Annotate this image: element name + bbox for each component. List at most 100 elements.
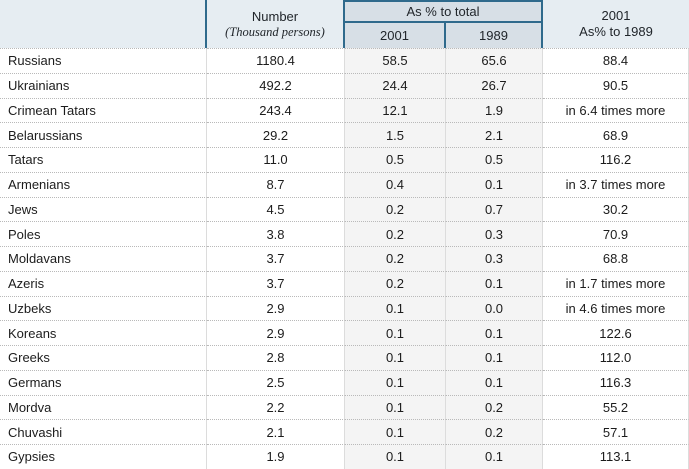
- ratio-cell: 55.2: [543, 394, 689, 420]
- table-row: Azeris 3.7 0.2 0.1 in 1.7 times more: [0, 270, 689, 296]
- pct-1989-cell: 0.7: [446, 196, 544, 222]
- pct-1989-cell: 0.2: [446, 419, 544, 444]
- subcolumn-header-2001: 2001: [345, 23, 446, 48]
- column-header-number: Number (Thousand persons): [207, 0, 345, 48]
- pct-2001-cell: 0.1: [345, 394, 446, 420]
- pct-2001-cell: 0.1: [345, 444, 446, 469]
- pct-1989-cell: 1.9: [446, 97, 544, 123]
- ethnicity-name-cell: Moldavans: [0, 246, 207, 271]
- table-row: Germans 2.5 0.1 0.1 116.3: [0, 369, 689, 395]
- ethnicity-name-cell: Crimean Tatars: [0, 97, 207, 123]
- pct-2001-cell: 0.1: [345, 295, 446, 321]
- ratio-cell: in 3.7 times more: [543, 171, 689, 197]
- ratio-cell: 68.9: [543, 122, 689, 147]
- number-cell: 2.5: [207, 369, 345, 395]
- ratio-header-line1: 2001: [601, 8, 631, 23]
- pct-2001-cell: 0.2: [345, 221, 446, 246]
- number-cell: 2.2: [207, 394, 345, 420]
- pct-2001-cell: 0.4: [345, 171, 446, 197]
- pct-1989-cell: 0.2: [446, 394, 544, 420]
- table-row: Russians 1180.4 58.5 65.6 88.4: [0, 48, 689, 73]
- table-row: Chuvashi 2.1 0.1 0.2 57.1: [0, 419, 689, 444]
- pct-1989-cell: 65.6: [446, 48, 544, 73]
- ratio-cell: 57.1: [543, 419, 689, 444]
- table-row: Moldavans 3.7 0.2 0.3 68.8: [0, 246, 689, 271]
- number-cell: 3.7: [207, 246, 345, 271]
- table-row: Mordva 2.2 0.1 0.2 55.2: [0, 394, 689, 420]
- number-cell: 1180.4: [207, 48, 345, 73]
- number-cell: 1.9: [207, 444, 345, 469]
- ethnicity-name-cell: Belarussians: [0, 122, 207, 147]
- column-header-ratio: 2001 As% to 1989: [543, 0, 689, 48]
- table-row: Uzbeks 2.9 0.1 0.0 in 4.6 times more: [0, 295, 689, 321]
- ethnicity-name-cell: Ukrainians: [0, 72, 207, 98]
- pct-1989-cell: 26.7: [446, 72, 544, 98]
- table-body: Russians 1180.4 58.5 65.6 88.4 Ukrainian…: [0, 48, 689, 469]
- pct-2001-cell: 0.2: [345, 196, 446, 222]
- pct-2001-cell: 0.2: [345, 246, 446, 271]
- table-header: Number (Thousand persons) As % to total …: [0, 0, 689, 48]
- table-row: Greeks 2.8 0.1 0.1 112.0: [0, 345, 689, 370]
- ratio-cell: in 1.7 times more: [543, 270, 689, 296]
- number-cell: 243.4: [207, 97, 345, 123]
- pct-1989-cell: 0.1: [446, 369, 544, 395]
- ethnicity-name-cell: Jews: [0, 196, 207, 222]
- pct-1989-cell: 0.5: [446, 147, 544, 172]
- ethnicity-name-cell: Azeris: [0, 270, 207, 296]
- pct-1989-cell: 0.3: [446, 246, 544, 271]
- table-row: Belarussians 29.2 1.5 2.1 68.9: [0, 122, 689, 147]
- number-header-unit: (Thousand persons): [225, 24, 325, 39]
- pct-1989-cell: 0.1: [446, 270, 544, 296]
- number-cell: 2.9: [207, 320, 345, 345]
- pct-2001-cell: 1.5: [345, 122, 446, 147]
- number-cell: 492.2: [207, 72, 345, 98]
- pct-2001-cell: 0.1: [345, 419, 446, 444]
- pct-1989-cell: 0.1: [446, 444, 544, 469]
- pct-1989-cell: 0.0: [446, 295, 544, 321]
- ethnicity-name-cell: Koreans: [0, 320, 207, 345]
- table-row: Ukrainians 492.2 24.4 26.7 90.5: [0, 72, 689, 98]
- ethnicity-name-cell: Germans: [0, 369, 207, 395]
- ratio-cell: 88.4: [543, 48, 689, 73]
- subcolumn-header-1989: 1989: [446, 23, 544, 48]
- ethnicity-name-cell: Uzbeks: [0, 295, 207, 321]
- ratio-cell: 122.6: [543, 320, 689, 345]
- pct-2001-cell: 0.1: [345, 369, 446, 395]
- ethnicity-name-cell: Armenians: [0, 171, 207, 197]
- ratio-cell: 112.0: [543, 345, 689, 370]
- number-cell: 2.8: [207, 345, 345, 370]
- ratio-cell: 116.3: [543, 369, 689, 395]
- table-row: Tatars 11.0 0.5 0.5 116.2: [0, 147, 689, 172]
- pct-1989-cell: 0.1: [446, 171, 544, 197]
- ratio-cell: 68.8: [543, 246, 689, 271]
- ethnicity-name-cell: Poles: [0, 221, 207, 246]
- ethnicity-name-cell: Greeks: [0, 345, 207, 370]
- number-cell: 3.8: [207, 221, 345, 246]
- corner-header-cell: [0, 0, 207, 48]
- number-header-title: Number: [251, 8, 299, 24]
- table-row: Jews 4.5 0.2 0.7 30.2: [0, 196, 689, 222]
- column-group-header-pct-total: As % to total: [345, 0, 544, 23]
- pct-1989-cell: 0.3: [446, 221, 544, 246]
- ratio-cell: 113.1: [543, 444, 689, 469]
- ethnicity-name-cell: Mordva: [0, 394, 207, 420]
- table-row: Koreans 2.9 0.1 0.1 122.6: [0, 320, 689, 345]
- pct-1989-cell: 0.1: [446, 345, 544, 370]
- number-cell: 4.5: [207, 196, 345, 222]
- ratio-cell: in 6.4 times more: [543, 97, 689, 123]
- number-cell: 11.0: [207, 147, 345, 172]
- pct-1989-cell: 2.1: [446, 122, 544, 147]
- ratio-cell: 30.2: [543, 196, 689, 222]
- ratio-cell: in 4.6 times more: [543, 295, 689, 321]
- number-cell: 8.7: [207, 171, 345, 197]
- pct-2001-cell: 0.1: [345, 320, 446, 345]
- ratio-cell: 90.5: [543, 72, 689, 98]
- number-cell: 2.1: [207, 419, 345, 444]
- pct-2001-cell: 58.5: [345, 48, 446, 73]
- pct-2001-cell: 0.2: [345, 270, 446, 296]
- ratio-cell: 70.9: [543, 221, 689, 246]
- number-cell: 3.7: [207, 270, 345, 296]
- ethnicity-name-cell: Russians: [0, 48, 207, 73]
